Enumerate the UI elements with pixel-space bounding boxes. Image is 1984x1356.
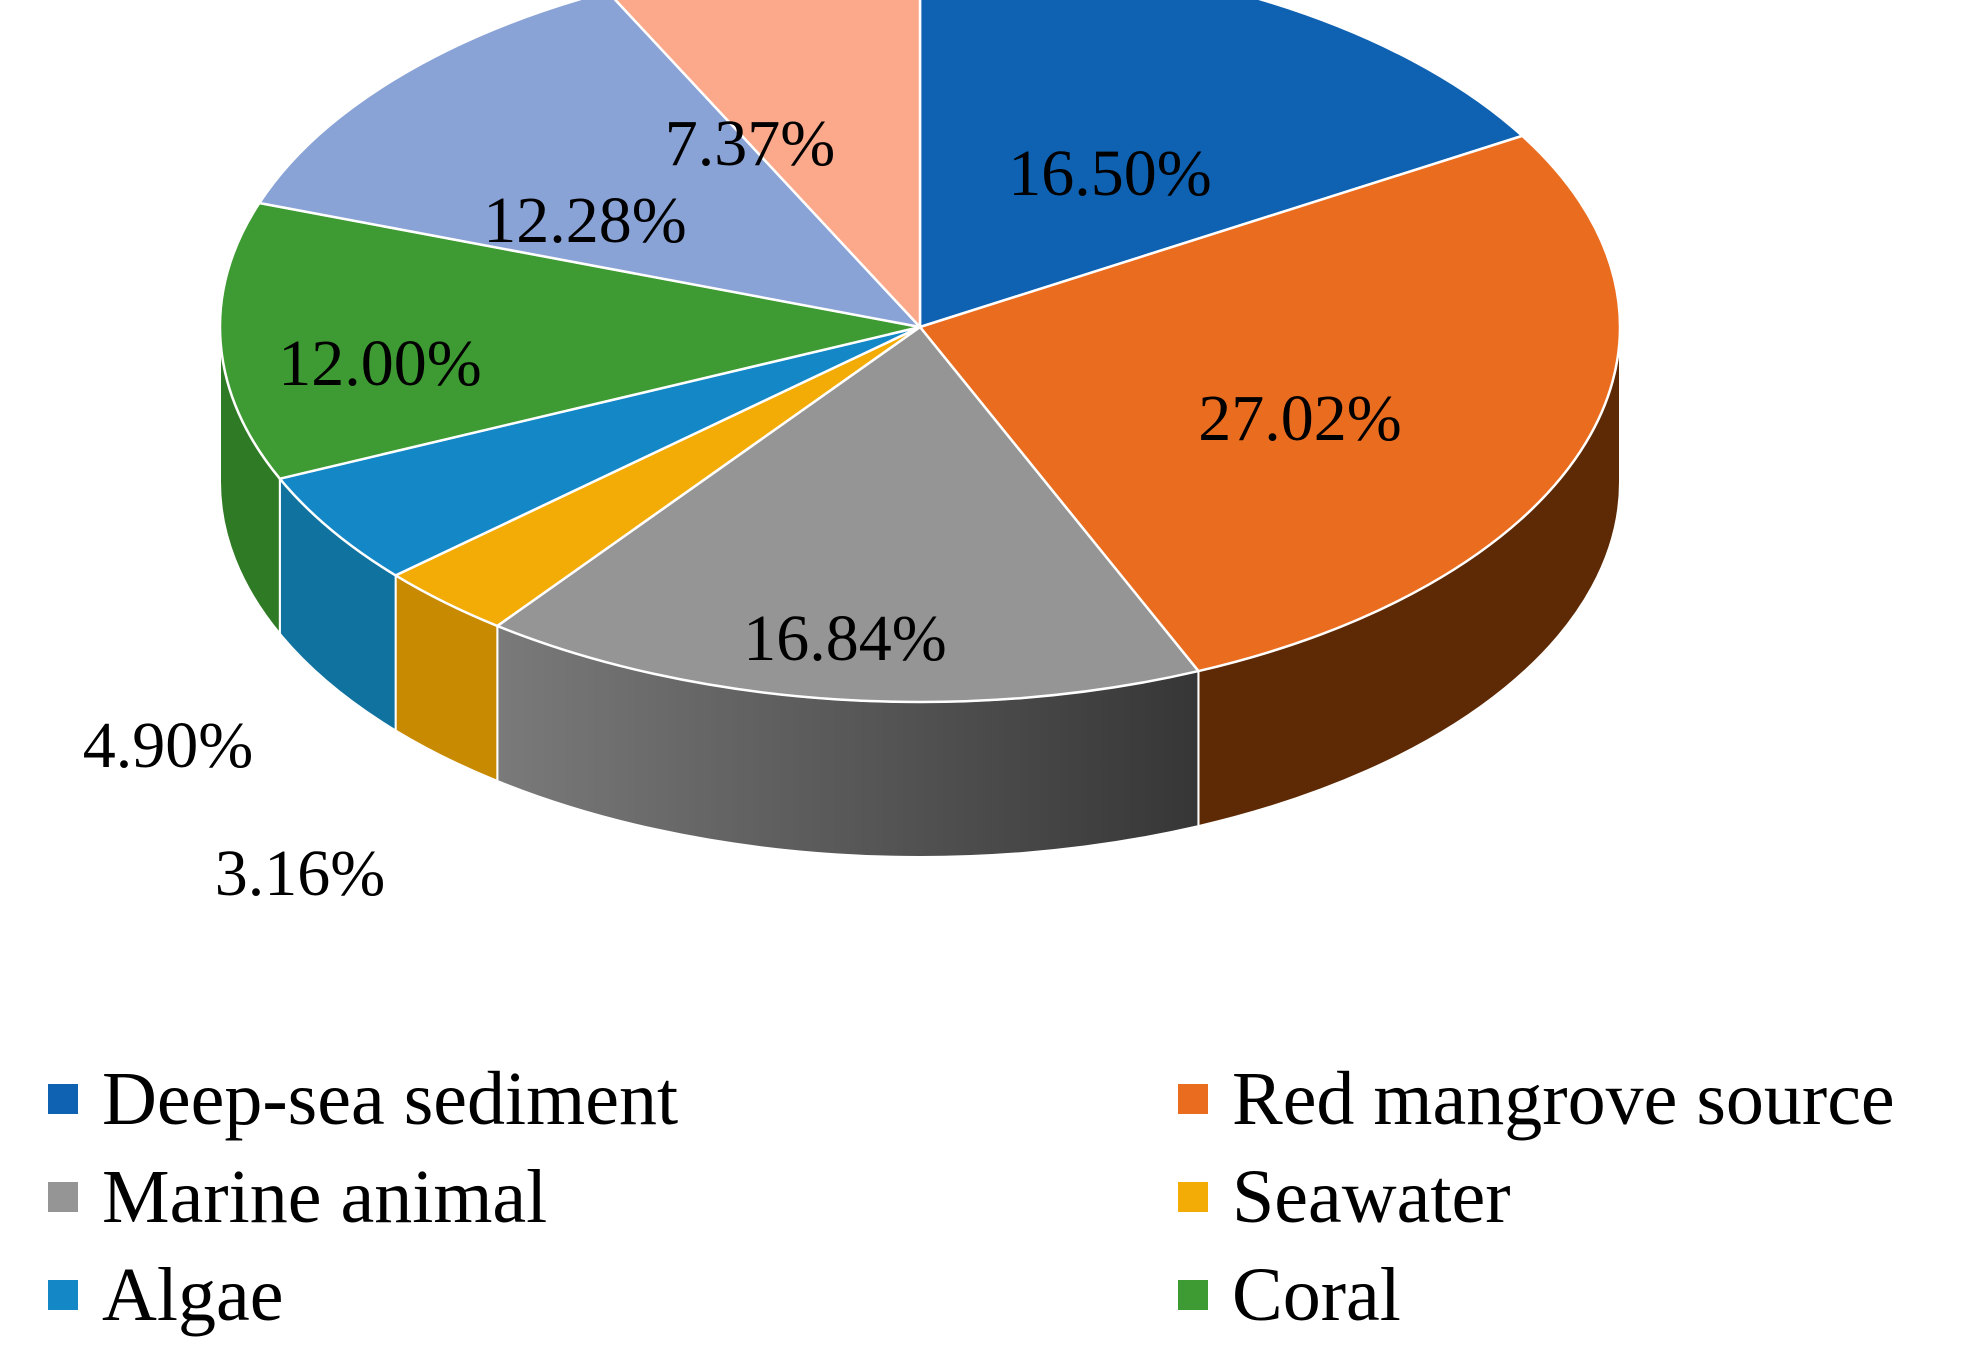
data-label-deep-sea-sediment: 16.50% <box>1008 137 1211 210</box>
pie-slice-deep-sea-sediment <box>918 0 1524 329</box>
data-label-slice-7: 7.37% <box>665 107 835 180</box>
legend-swatch <box>1178 1280 1208 1310</box>
pie-top-faces <box>218 0 1622 704</box>
legend-item-algae: Algae <box>48 1246 1178 1344</box>
pie-slice-coral <box>218 201 922 480</box>
legend-item-red-mangrove-source: Red mangrove source <box>1178 1050 1958 1148</box>
pie-slice-red-mangrove-source <box>918 134 1622 673</box>
pie-slice-slice-7 <box>613 0 922 329</box>
pie-slice-algae <box>278 325 922 577</box>
data-label-marine-animal: 16.84% <box>743 602 946 675</box>
legend-label: Coral <box>1232 1253 1401 1337</box>
legend-label: Seawater <box>1232 1155 1511 1239</box>
legend-item-deep-sea-sediment: Deep-sea sediment <box>48 1050 1178 1148</box>
legend-label: Marine animal <box>102 1155 548 1239</box>
legend-item-marine-animal: Marine animal <box>48 1148 1178 1246</box>
legend-swatch <box>48 1280 78 1310</box>
legend-item-coral: Coral <box>1178 1246 1958 1344</box>
legend-label: Deep-sea sediment <box>102 1057 679 1141</box>
data-label-algae: 4.90% <box>83 709 253 782</box>
pie-chart: 16.50% 27.02% 16.84% 3.16% 4.90% 12.00%12.28%… <box>83 0 1622 910</box>
legend-swatch <box>1178 1182 1208 1212</box>
pie-slice-slice-6 <box>258 0 922 329</box>
legend-label: Red mangrove source <box>1232 1057 1895 1141</box>
legend-swatch <box>48 1084 78 1114</box>
data-label-red-mangrove-source: 27.02% <box>1198 382 1401 455</box>
data-label-coral: 12.00% <box>278 327 481 400</box>
pie-data-labels: 16.50% 27.02% 16.84% 3.16% 4.90% 12.00%12.28%… <box>83 107 1402 910</box>
legend-swatch <box>1178 1084 1208 1114</box>
data-label-seawater: 3.16% <box>215 837 385 910</box>
legend-swatch <box>48 1182 78 1212</box>
legend-item-seawater: Seawater <box>1178 1148 1958 1246</box>
pie-slice-marine-animal <box>496 325 1200 704</box>
data-label-slice-6: 12.28% <box>483 184 686 257</box>
legend-label: Algae <box>102 1253 284 1337</box>
pie-side-walls <box>219 326 1621 858</box>
legend: Deep-sea sediment Red mangrove source Ma… <box>48 1050 1984 1333</box>
